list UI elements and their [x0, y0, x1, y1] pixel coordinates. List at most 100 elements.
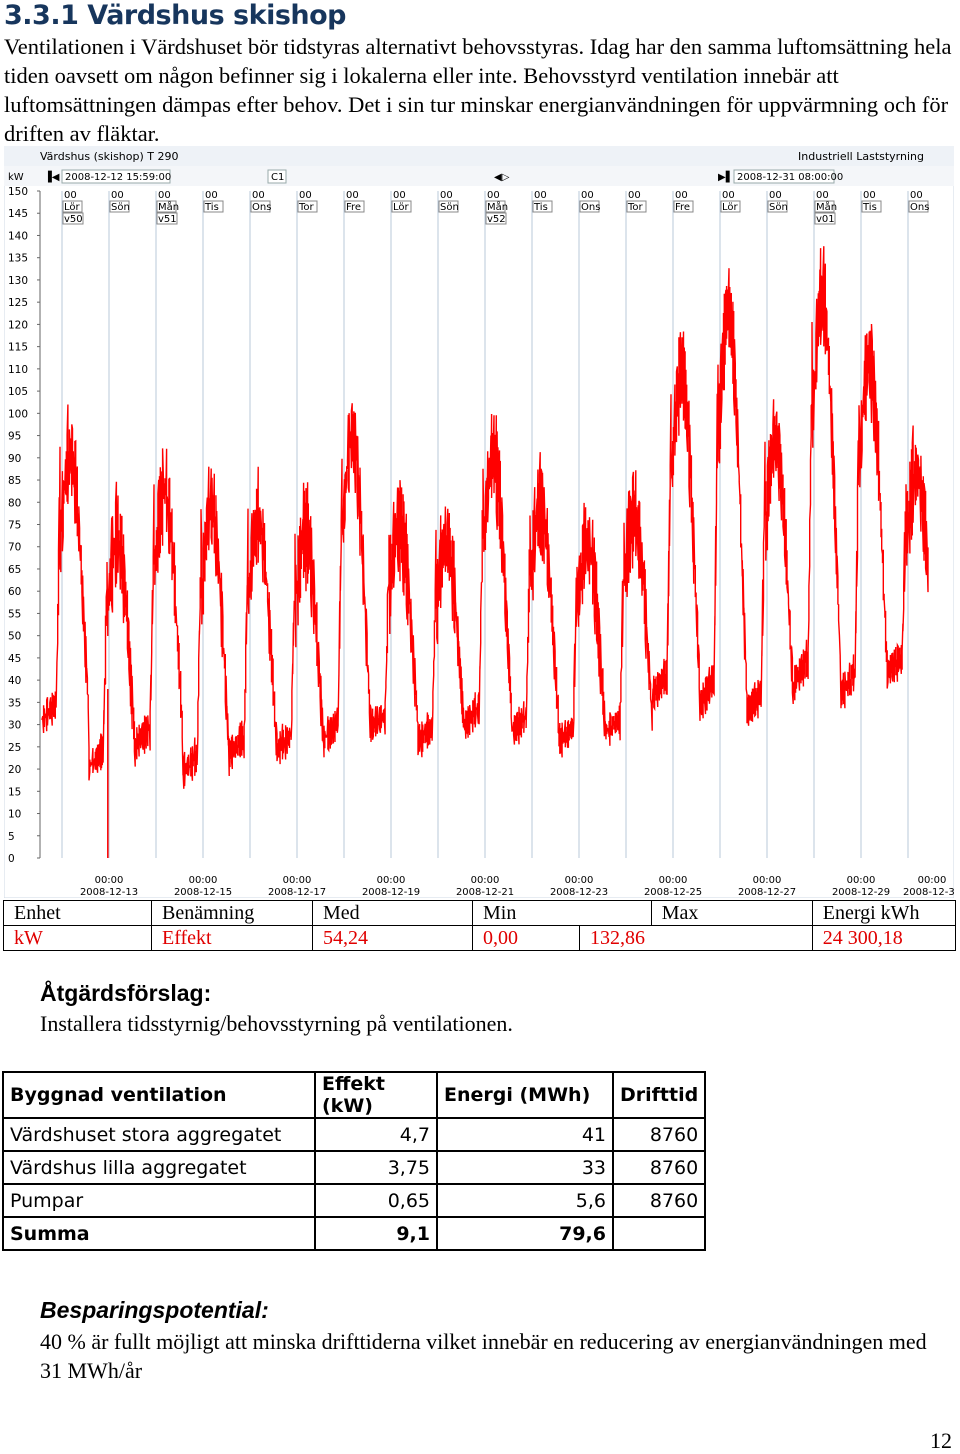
stats-value-cell: Effekt [151, 925, 313, 951]
day-marker-time: 00 [910, 190, 923, 201]
day-marker-time: 00 [346, 190, 359, 201]
measure-text: Installera tidsstyrnig/behovsstyrning på… [40, 1011, 513, 1036]
day-marker-day: Lör [393, 202, 410, 213]
y-tick-label: 15 [8, 786, 21, 798]
day-marker-time: 00 [581, 190, 594, 201]
load-chart: Värdshus (skishop) T 290 Industriell Last… [4, 146, 954, 898]
day-marker-box [297, 200, 318, 213]
y-tick-label: 105 [8, 386, 28, 398]
day-marker-day: Mån [816, 200, 837, 213]
day-marker-box [344, 200, 365, 213]
table-cell: 5,6 [436, 1183, 614, 1218]
stats-value-cell: 0,00 [472, 925, 580, 951]
end-time-box [733, 169, 835, 184]
chart-title-bar [4, 146, 954, 166]
day-marker-box [861, 200, 882, 213]
scroll-left-icon: ▐◀ [44, 170, 60, 183]
table-header-cell: Drifttid [611, 1071, 707, 1119]
y-tick-label: 30 [8, 720, 21, 732]
week-marker-box [485, 212, 507, 225]
week-marker-box [814, 212, 836, 225]
chart-stats-table: Enhet Benämning Med Min Max Energi kWh k… [3, 900, 957, 951]
day-marker-time: 00 [299, 190, 312, 201]
stats-header-cell: Max [650, 900, 813, 926]
day-marker-time: 00 [628, 190, 641, 201]
table-cell: 41 [436, 1117, 614, 1152]
y-tick-label: 115 [8, 342, 28, 354]
y-unit-label: kW [8, 172, 24, 183]
y-tick-label: 5 [8, 831, 15, 843]
table-header-cell: Effekt (kW) [314, 1071, 438, 1119]
stats-header-cell: Med [312, 900, 473, 926]
y-tick-label: 75 [8, 520, 21, 532]
table-header-cell: Byggnad ventilation [2, 1071, 316, 1119]
day-marker-day: Fre [675, 202, 690, 213]
x-tick-time: 00:00 [189, 875, 218, 886]
day-marker-day: Tor [298, 202, 315, 213]
stats-header-cell: Energi kWh [811, 900, 957, 926]
y-tick-label: 65 [8, 564, 21, 576]
y-tick-label: 120 [8, 319, 28, 331]
chart-frame [4, 146, 954, 898]
day-marker-time: 00 [158, 190, 171, 201]
x-tick-date: 2008-12-31 [903, 887, 954, 898]
y-tick-label: 150 [8, 186, 28, 198]
table-cell: 79,6 [436, 1216, 614, 1251]
y-tick-label: 25 [8, 742, 21, 754]
x-tick-date: 2008-12-21 [456, 887, 514, 898]
x-tick-time: 00:00 [471, 875, 500, 886]
y-tick-label: 60 [8, 586, 21, 598]
day-marker-box [767, 200, 788, 213]
scroll-right-icon: ▶▌ [718, 170, 733, 183]
table-header-cell: Energi (MWh) [436, 1071, 614, 1119]
day-marker-box [485, 200, 506, 213]
ventilation-table: Byggnad ventilation Effekt (kW) Energi (… [2, 1071, 707, 1251]
day-marker-box [908, 200, 929, 213]
y-tick-label: 70 [8, 542, 21, 554]
day-marker-box [62, 200, 83, 213]
day-marker-box [109, 200, 130, 213]
table-cell: 8760 [611, 1150, 707, 1185]
stats-value-cell: 54,24 [312, 925, 473, 951]
chart-toolbar [4, 166, 954, 186]
day-marker-day: Sön [111, 202, 130, 213]
chart-title: Värdshus (skishop) T 290 [40, 150, 179, 163]
load-chart-svg: Värdshus (skishop) T 290 Industriell Last… [4, 146, 954, 898]
stats-value-row: kW Effekt 54,24 0,00 132,86 24 300,18 [3, 925, 957, 951]
y-tick-label: 135 [8, 253, 28, 265]
table-cell: 0,65 [314, 1183, 438, 1218]
x-tick-time: 00:00 [377, 875, 406, 886]
day-marker-day: Ons [581, 202, 600, 213]
table-cell: 3,75 [314, 1150, 438, 1185]
y-tick-label: 40 [8, 675, 21, 687]
day-marker-box [720, 200, 741, 213]
day-marker-day: Sön [769, 202, 788, 213]
day-marker-time: 00 [534, 190, 547, 201]
day-marker-day: Tis [862, 202, 877, 213]
intro-paragraph: Ventilationen i Värdshuset bör tidstyras… [4, 34, 952, 146]
day-marker-box [391, 200, 412, 213]
y-tick-label: 125 [8, 297, 28, 309]
y-tick-label: 35 [8, 697, 21, 709]
table-cell: 9,1 [314, 1216, 438, 1251]
day-marker-time: 00 [722, 190, 735, 201]
day-marker-box [250, 200, 271, 213]
end-time: 2008-12-31 08:00:00 [737, 172, 843, 183]
day-marker-time: 00 [393, 190, 406, 201]
table-cell: 8760 [611, 1117, 707, 1152]
x-tick-date: 2008-12-29 [832, 887, 890, 898]
day-marker-time: 00 [675, 190, 688, 201]
y-tick-label: 55 [8, 608, 21, 620]
stats-header-cell: Enhet [3, 900, 152, 926]
table-cell [611, 1216, 707, 1251]
y-tick-label: 0 [8, 853, 15, 865]
stats-value-cell: 24 300,18 [811, 925, 957, 951]
day-marker-box [626, 200, 647, 213]
table-cell: 8760 [611, 1183, 707, 1218]
y-tick-label: 130 [8, 275, 28, 287]
x-tick-date: 2008-12-23 [550, 887, 608, 898]
y-tick-label: 85 [8, 475, 21, 487]
y-tick-label: 140 [8, 230, 28, 242]
day-marker-day: Lör [64, 202, 81, 213]
x-tick-date: 2008-12-19 [362, 887, 420, 898]
